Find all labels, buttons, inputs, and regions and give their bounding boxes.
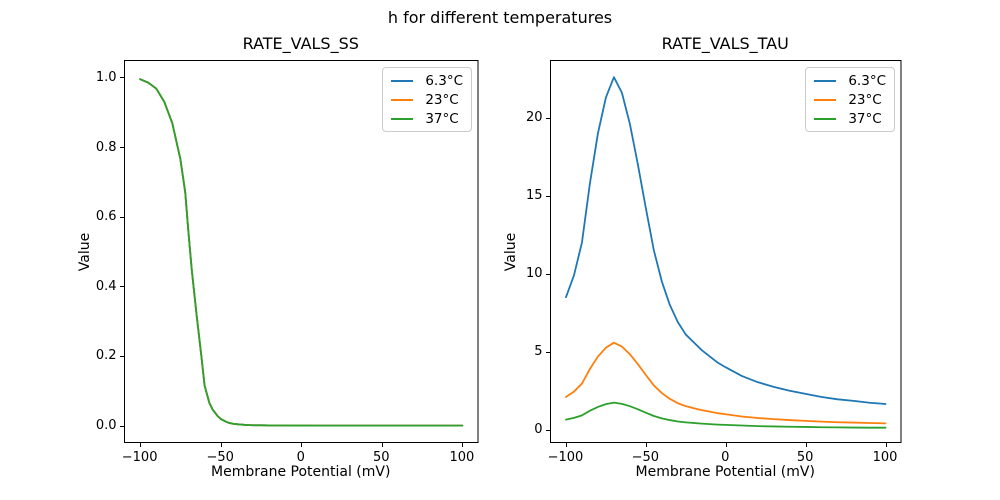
legend-line-swatch [814,117,837,120]
legend: 6.3°C 23°C 37°C [382,67,472,132]
x-tick-label: 100 [872,450,898,465]
axes-frame [549,60,901,443]
x-axis-label: Membrane Potential (mV) [635,464,815,480]
legend-line-swatch [391,79,414,82]
legend: 6.3°C 23°C 37°C [805,67,895,132]
subplot-ss-title: RATE_VALS_SS [242,34,359,53]
legend-label: 37°C [848,110,882,127]
plot-area-tau [545,60,901,447]
legend-item: 37°C [814,109,886,128]
legend-line-swatch [391,98,414,101]
legend-label: 6.3°C [848,72,886,89]
y-tick-label: 1.0 [95,69,117,85]
legend-line-swatch [391,117,414,120]
y-tick-label: 0.0 [95,418,117,434]
y-tick-label: 10 [525,266,543,282]
x-tick-label: −100 [547,450,584,465]
x-tick-label: 50 [373,450,390,465]
x-axis-label: Membrane Potential (mV) [211,464,391,480]
y-tick-label: 15 [525,188,543,204]
series-line-23°C [564,341,886,425]
legend-item: 23°C [391,90,463,109]
y-tick-label: 0.4 [95,278,117,294]
y-tick-label: 20 [525,110,543,126]
legend-item: 6.3°C [814,71,886,90]
y-tick-label: 0.2 [95,348,117,364]
subplot-rate-vals-ss: RATE_VALS_SS Membrane Potential (mV) Val… [77,34,478,480]
legend-line-swatch [814,79,837,82]
legend-label: 6.3°C [425,72,463,89]
series-line-37°C [564,401,886,429]
x-tick-label: 0 [296,450,305,465]
legend-item: 6.3°C [391,71,463,90]
series-line-6.3°C [564,76,886,405]
legend-label: 23°C [425,91,459,108]
y-tick-label: 0 [534,422,543,438]
figure-suptitle: h for different temperatures [387,8,613,27]
y-tick-label: 0.8 [95,139,117,155]
legend-label: 37°C [425,110,459,127]
legend-item: 37°C [391,109,463,128]
axes-frame [123,60,478,443]
plot-area-ss [119,60,478,447]
legend-line-swatch [814,98,837,101]
y-axis-label: Value [76,232,93,271]
x-tick-label: 50 [796,450,814,465]
y-tick-label: 0.6 [95,209,117,225]
x-tick-label: 100 [449,450,475,465]
y-tick-label: 5 [534,344,543,360]
x-tick-label: 0 [721,450,730,465]
subplot-tau-title: RATE_VALS_TAU [661,34,789,53]
legend-item: 23°C [814,90,886,109]
series-line-37°C [138,78,463,427]
x-tick-label: −50 [631,450,660,465]
x-tick-label: −50 [206,450,234,465]
subplot-rate-vals-tau: RATE_VALS_TAU Membrane Potential (mV) Va… [503,34,901,480]
x-tick-label: −100 [121,450,158,465]
legend-label: 23°C [848,91,882,108]
